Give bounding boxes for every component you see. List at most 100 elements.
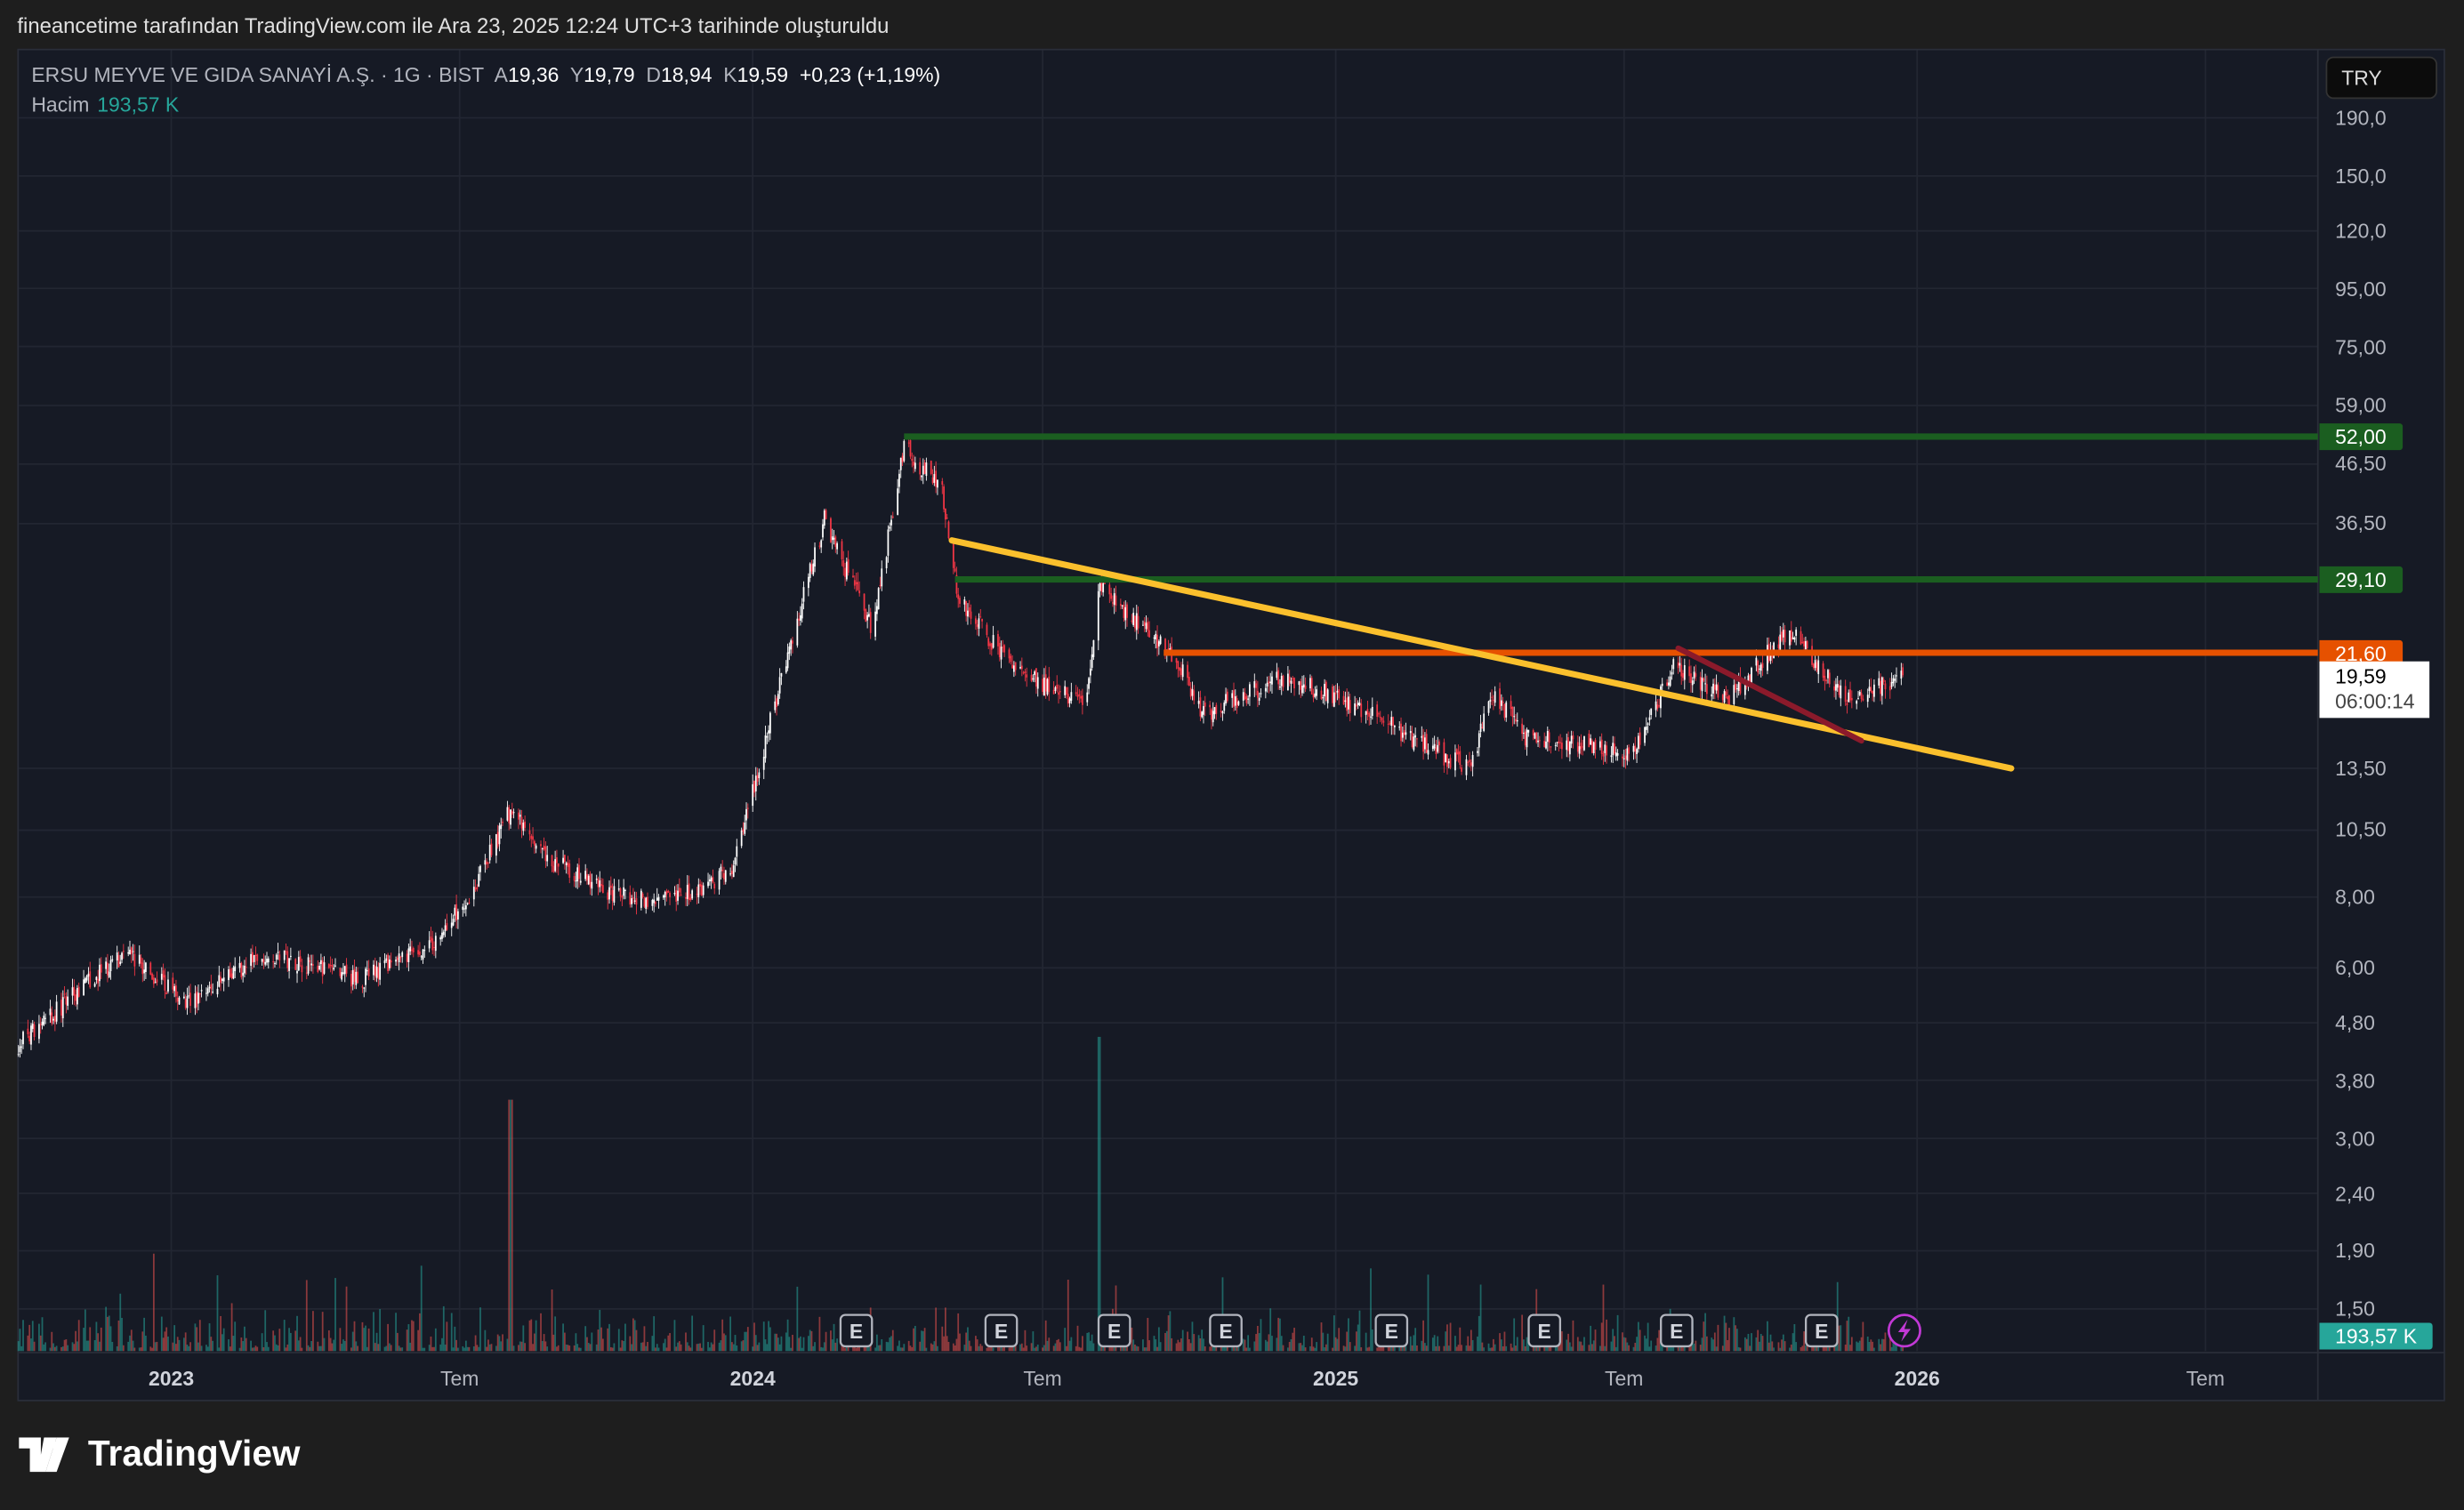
volume-bar [1312, 1346, 1315, 1352]
candle-body [1280, 676, 1283, 687]
candle-body [1226, 691, 1228, 702]
volume-bar [762, 1321, 765, 1352]
candle-body [643, 898, 646, 907]
candle-body [1599, 741, 1601, 748]
volume-bar [987, 1346, 990, 1352]
currency-button[interactable]: TRY [2325, 56, 2437, 100]
candle-body [1187, 664, 1188, 679]
candle-body [1814, 660, 1816, 669]
candle-body [584, 871, 587, 879]
candle-body [1767, 645, 1768, 671]
earnings-marker-box [839, 1313, 874, 1348]
candle-body [250, 953, 252, 967]
volume-bar [887, 1342, 890, 1352]
volume-bar [1487, 1343, 1490, 1352]
candle-body [699, 883, 701, 887]
candle-body [1338, 689, 1341, 699]
volume-bar [1370, 1268, 1372, 1352]
candle-body [1836, 684, 1839, 688]
volume-bar [1614, 1346, 1617, 1352]
volume-bar [275, 1344, 278, 1352]
candle-body [333, 968, 335, 970]
volume-bar [420, 1265, 423, 1352]
lightning-icon[interactable] [1887, 1313, 1921, 1348]
candle-body [1645, 727, 1647, 730]
candle-body [452, 919, 455, 926]
volume-bar [1745, 1338, 1748, 1352]
volume-bar [274, 1335, 276, 1352]
volume-bar [1171, 1337, 1173, 1352]
earnings-marker-box [1804, 1313, 1839, 1348]
volume-bar [149, 1346, 152, 1352]
earnings-marker[interactable]: E [1097, 1313, 1131, 1348]
candle-body [1076, 695, 1079, 697]
volume-bar [1126, 1344, 1128, 1352]
volume-bar [780, 1336, 783, 1352]
volume-bar [1164, 1332, 1166, 1352]
volume-bar [1658, 1329, 1661, 1352]
volume-bar [947, 1341, 950, 1352]
candle-body [389, 959, 391, 968]
candle-body [1368, 713, 1371, 717]
volume-value: 193,57 K [97, 92, 180, 116]
candle-body [875, 606, 878, 614]
earnings-marker[interactable]: E [839, 1313, 874, 1348]
volume-bar [720, 1340, 722, 1352]
candle-body [121, 952, 123, 960]
volume-bar [1179, 1342, 1181, 1352]
candle-body [689, 897, 692, 900]
candle-body [1822, 663, 1824, 679]
volume-bar [33, 1341, 36, 1352]
volume-bar [450, 1313, 453, 1352]
volume-bar [1253, 1341, 1256, 1352]
candle-body [140, 957, 142, 964]
volume-bar [723, 1333, 725, 1352]
earnings-marker[interactable]: E [1374, 1313, 1409, 1348]
candle-body [1602, 752, 1605, 757]
earnings-marker[interactable]: E [1209, 1313, 1243, 1348]
earnings-marker[interactable]: E [1527, 1313, 1562, 1348]
candle-body [721, 870, 724, 871]
candle-body [1648, 717, 1651, 720]
tradingview-logo[interactable]: TradingView [19, 1433, 301, 1475]
candle-body [708, 879, 711, 882]
volume-bar [825, 1331, 827, 1352]
candle-body [631, 898, 632, 904]
volume-bar [188, 1345, 190, 1352]
candle-body [619, 888, 622, 896]
volume-bar [141, 1331, 144, 1352]
volume-bar [1260, 1319, 1262, 1352]
volume-bar [1193, 1334, 1196, 1352]
candle-body [428, 940, 431, 949]
volume-bar [844, 1347, 846, 1352]
candle-body [1322, 697, 1325, 699]
volume-bar [1256, 1325, 1259, 1352]
candle-body [1817, 660, 1820, 675]
candle-body [462, 906, 464, 911]
volume-bar [1626, 1342, 1629, 1352]
volume-bar [798, 1337, 801, 1352]
volume-bar [1479, 1284, 1482, 1352]
volume-bar [1880, 1338, 1883, 1352]
candle-body [609, 885, 612, 888]
candle-body [1153, 637, 1156, 639]
candle-body [1478, 733, 1480, 748]
candle-body [578, 864, 580, 879]
volume-bar [1438, 1345, 1440, 1352]
candle-body [1803, 640, 1805, 647]
volume-bar [697, 1343, 700, 1352]
earnings-marker[interactable]: E [984, 1313, 1019, 1348]
chart-panel[interactable] [17, 48, 2445, 1402]
volume-bar [373, 1312, 374, 1352]
candle-body [1846, 703, 1848, 705]
volume-bar [132, 1340, 134, 1352]
candle-body [998, 642, 1001, 658]
volume-bar [1276, 1337, 1278, 1352]
candle-body [294, 959, 297, 970]
earnings-marker[interactable]: E [1660, 1313, 1694, 1348]
volume-bar [573, 1345, 576, 1352]
candle-body [1455, 749, 1458, 755]
earnings-marker[interactable]: E [1804, 1313, 1839, 1348]
candle-body [890, 519, 892, 526]
